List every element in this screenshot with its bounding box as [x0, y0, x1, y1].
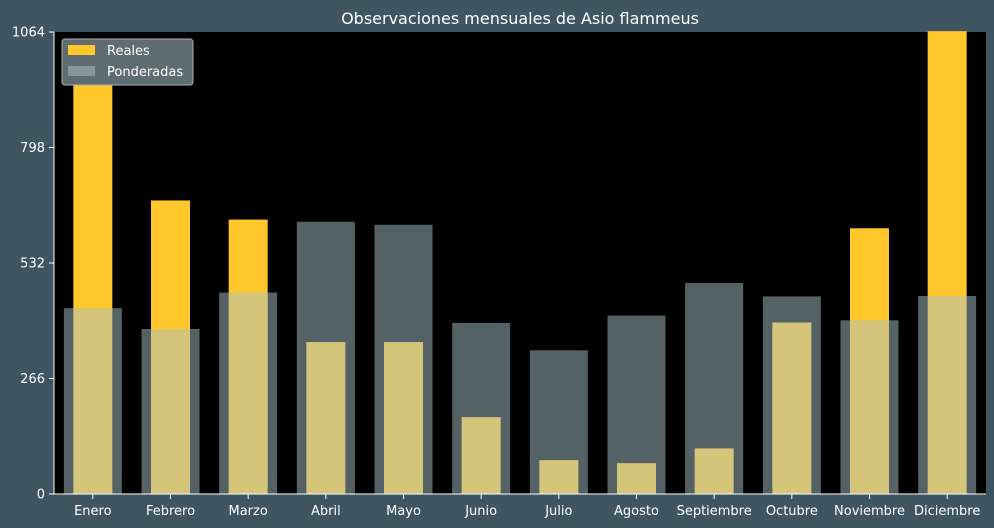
x-tick-label: Diciembre: [914, 504, 980, 519]
chart-title: Observaciones mensuales de Asio flammeus: [341, 9, 699, 28]
bar-ponderadas-agosto: [607, 315, 666, 494]
bar-ponderadas-marzo: [219, 292, 278, 494]
bar-ponderadas-septiembre: [685, 282, 744, 494]
x-tick-label: Enero: [74, 504, 112, 519]
bar-ponderadas-noviembre: [840, 320, 899, 494]
x-tick-label: Noviembre: [834, 504, 905, 519]
bar-ponderadas-octubre: [762, 296, 821, 494]
legend-label-reales: Reales: [107, 44, 150, 59]
bar-ponderadas-junio: [452, 322, 511, 494]
y-axis: 0 266 532 798 1064: [12, 26, 55, 503]
y-tick-label: 798: [20, 141, 45, 156]
x-tick-label: Julio: [544, 504, 572, 519]
x-tick-label: Septiembre: [677, 504, 752, 519]
y-tick-label: 0: [37, 488, 45, 503]
x-tick-label: Marzo: [229, 504, 268, 519]
legend: Reales Ponderadas: [61, 38, 194, 86]
x-tick-label: Febrero: [146, 504, 195, 519]
x-axis: Enero Febrero Marzo Abril Mayo Junio Julio Agos…: [54, 493, 986, 519]
series-ponderadas: [63, 221, 977, 494]
bar-ponderadas-diciembre: [918, 296, 977, 494]
x-tick-label: Junio: [464, 504, 497, 519]
bar-ponderadas-enero: [63, 308, 122, 494]
bar-ponderadas-julio: [529, 350, 588, 494]
bar-ponderadas-mayo: [374, 224, 433, 494]
plot-area: [54, 32, 986, 494]
x-tick-label: Mayo: [386, 504, 421, 519]
x-tick-label: Agosto: [614, 504, 659, 519]
legend-swatch-ponderadas: [68, 66, 95, 76]
x-tick-label: Abril: [311, 504, 341, 519]
bar-ponderadas-abril: [296, 221, 355, 494]
y-tick-label: 1064: [12, 26, 45, 41]
legend-label-ponderadas: Ponderadas: [107, 65, 183, 80]
x-tick-label: Octubre: [766, 504, 818, 519]
y-tick-label: 532: [20, 257, 45, 272]
legend-swatch-reales: [68, 45, 95, 55]
y-tick-label: 266: [20, 372, 45, 387]
bar-ponderadas-febrero: [141, 329, 200, 494]
